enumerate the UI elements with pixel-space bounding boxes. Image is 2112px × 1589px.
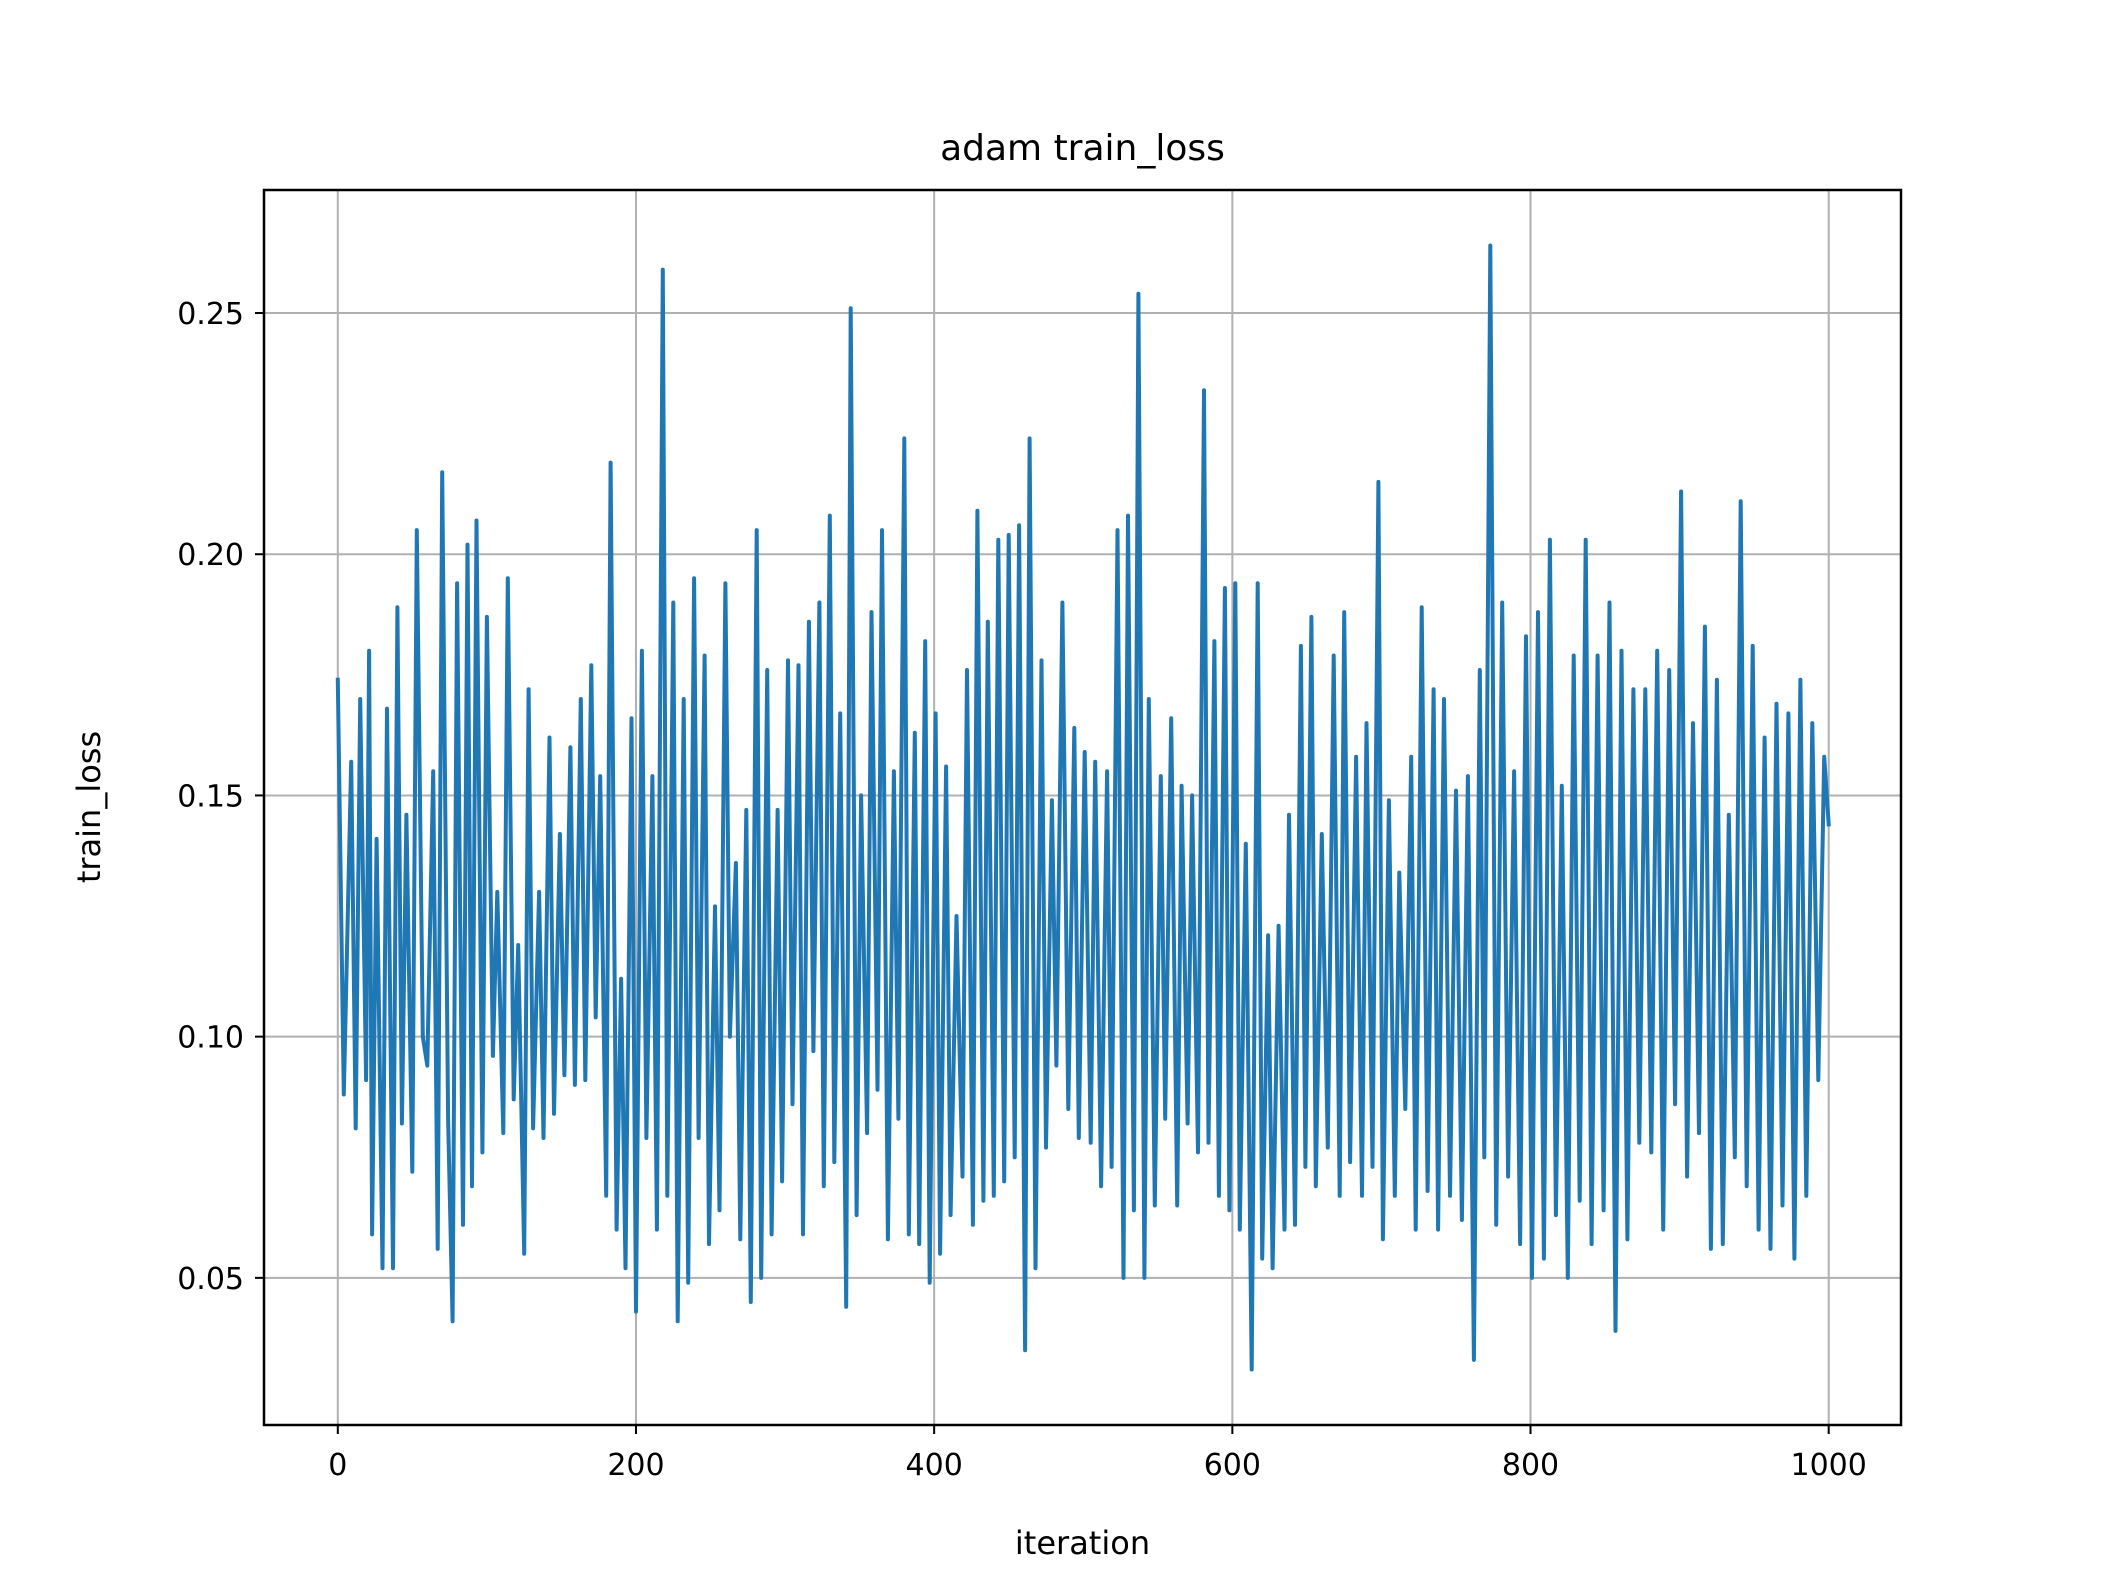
y-tick-label: 0.25 — [177, 297, 244, 332]
y-tick-label: 0.10 — [177, 1021, 244, 1056]
x-tick-label: 0 — [328, 1448, 347, 1483]
y-tick-label: 0.15 — [177, 779, 244, 814]
x-tick-label: 600 — [1204, 1448, 1261, 1483]
x-tick-label: 800 — [1502, 1448, 1559, 1483]
y-tick-label: 0.05 — [177, 1262, 244, 1297]
x-tick-label: 1000 — [1791, 1448, 1867, 1483]
ticks: 0 200 400 600 800 1000 0.05 0.10 0.15 0.20 0.25 — [177, 297, 1867, 1483]
series-layer — [335, 243, 1831, 1372]
y-tick-label: 0.20 — [177, 538, 244, 573]
x-tick-label: 200 — [607, 1448, 664, 1483]
y-axis-label: train_loss — [70, 731, 108, 883]
chart-title: adam train_loss — [940, 128, 1225, 169]
plot-frame — [262, 188, 1903, 1427]
x-axis-label: iteration — [1015, 1524, 1150, 1562]
series-line — [335, 243, 1831, 1372]
x-tick-label: 400 — [906, 1448, 963, 1483]
